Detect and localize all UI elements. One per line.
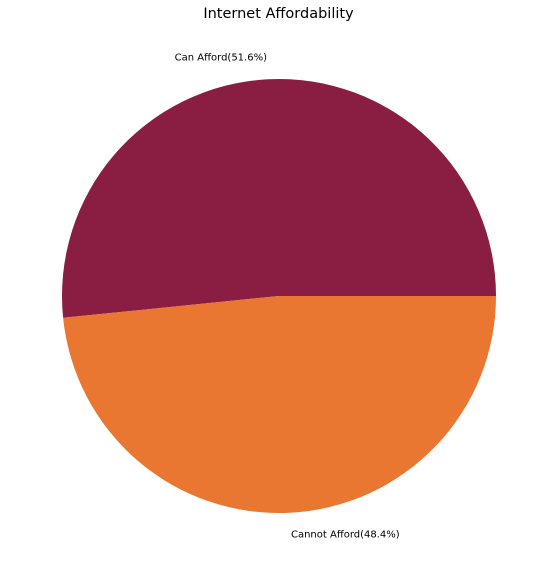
- pie-label-can-afford: Can Afford(51.6%): [175, 53, 267, 64]
- pie-slices: [62, 79, 496, 514]
- chart-title: Internet Affordability: [203, 6, 354, 22]
- pie-slice-cannot-afford: [63, 296, 496, 514]
- pie-label-cannot-afford: Cannot Afford(48.4%): [291, 529, 400, 540]
- pie-slice-can-afford: [62, 79, 496, 318]
- pie-labels: Can Afford(51.6%) Cannot Afford(48.4%): [175, 53, 400, 541]
